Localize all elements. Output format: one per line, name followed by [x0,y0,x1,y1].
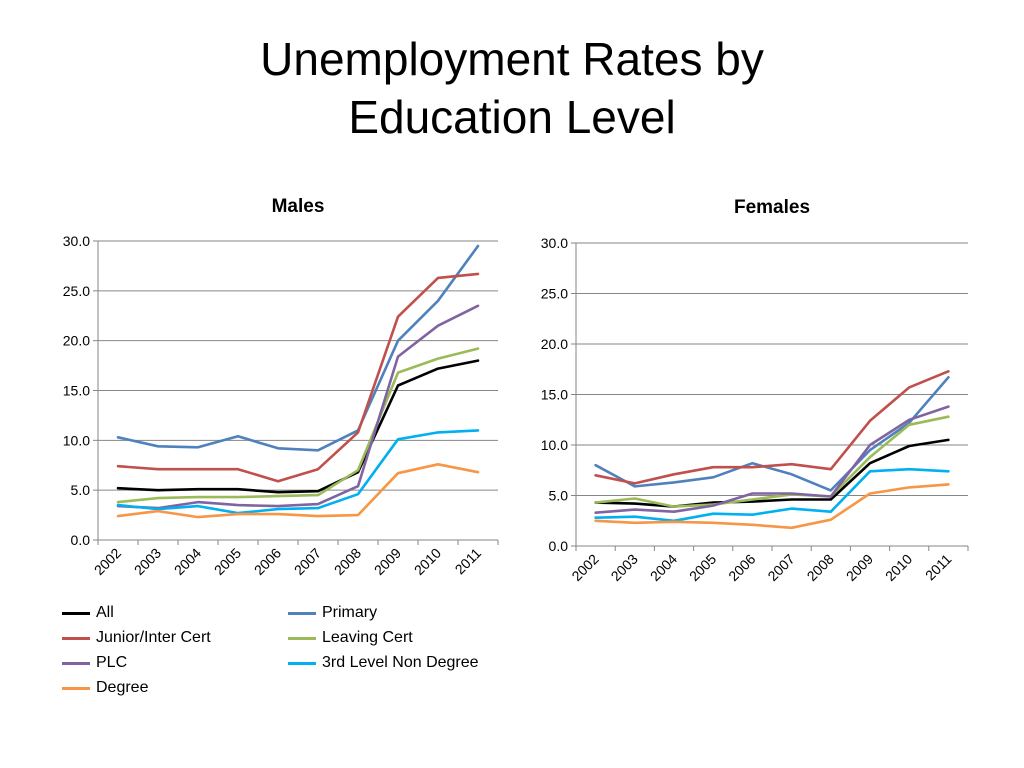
females-x-tick-label: 2007 [764,551,797,584]
legend-label: Degree [96,679,149,696]
males-y-tick-label: 25.0 [63,283,90,299]
males-series-line-junior-inter-cert [116,272,480,483]
females-x-tick-label: 2002 [568,551,601,584]
legend-item-all: All [62,602,288,624]
females-x-tick-label: 2009 [843,551,876,584]
slide-title-line-2: Education Level [348,91,676,143]
legend-label: Primary [322,604,378,621]
males-y-tick-label: 30.0 [63,233,90,249]
legend-label: PLC [96,654,128,671]
males-x-tick-label: 2005 [211,545,244,578]
females-series-line-all [594,438,950,508]
legend-label: 3rd Level Non Degree [322,654,479,671]
legend-label: Leaving Cert [322,629,413,646]
males-series-line-degree [116,462,480,519]
females-y-tick-label: 5.0 [549,488,569,504]
legend-swatch [62,661,90,665]
males-chart-title: Males [272,196,325,217]
males-series-line-primary [116,244,480,452]
legend-item-leaving-cert: Leaving Cert [288,627,532,649]
females-y-tick-label: 20.0 [541,336,568,352]
legend-swatch [288,611,316,615]
males-x-tick-label: 2007 [291,545,324,578]
females-y-tick-label: 10.0 [541,437,568,453]
legend-swatch [288,661,316,665]
legend-item-plc: PLC [62,652,288,674]
males-x-tick-label: 2011 [452,545,485,578]
males-y-tick-label: 5.0 [71,482,91,498]
males-x-tick-label: 2002 [91,545,124,578]
legend-item-junior-inter-cert: Junior/Inter Cert [62,627,288,649]
females-x-tick-label: 2006 [725,551,758,584]
males-x-tick-label: 2009 [371,545,404,578]
legend-label: Junior/Inter Cert [96,629,211,646]
females-y-tick-label: 25.0 [541,286,568,302]
females-x-tick-label: 2008 [804,551,837,584]
females-series-line-degree [594,483,950,530]
females-chart-title: Females [734,197,810,218]
males-series-line-all [116,359,480,494]
males-x-tick-label: 2006 [251,545,284,578]
females-series-line-leaving-cert [594,415,950,508]
legend-swatch [62,686,90,690]
slide-title: Unemployment Rates by Education Level [0,30,1024,146]
legend-item-degree: Degree [62,677,288,699]
slide-title-line-1: Unemployment Rates by [260,33,764,85]
males-x-tick-label: 2008 [331,545,364,578]
females-x-tick-label: 2003 [608,551,641,584]
females-y-tick-label: 15.0 [541,387,568,403]
females-series-line-3rd-level-non-degree [594,467,950,523]
males-y-tick-label: 20.0 [63,333,90,349]
legend-label: All [96,604,114,621]
males-x-tick-label: 2010 [411,545,444,578]
males-series-line-plc [116,304,480,510]
legend-swatch [62,611,90,615]
females-x-tick-label: 2011 [922,551,955,584]
females-series-line-plc [594,405,950,515]
males-y-tick-label: 0.0 [71,532,91,548]
legend-swatch [288,636,316,640]
females-y-tick-label: 30.0 [541,235,568,251]
females-x-tick-label: 2004 [647,551,680,584]
legend-item-primary: Primary [288,602,532,624]
males-y-tick-label: 10.0 [63,432,90,448]
females-y-tick-label: 0.0 [549,538,569,554]
legend-item-3rd-level-non-degree: 3rd Level Non Degree [288,652,532,674]
females-x-tick-label: 2010 [882,551,915,584]
males-y-tick-label: 15.0 [63,383,90,399]
males-series-line-3rd-level-non-degree [116,429,480,515]
females-x-tick-label: 2005 [686,551,719,584]
females-series-line-primary [594,375,950,492]
males-x-tick-label: 2003 [131,545,164,578]
males-x-tick-label: 2004 [171,545,204,578]
legend-swatch [62,636,90,640]
legend: All Primary Junior/Inter Cert Leaving Cert P… [62,602,532,699]
females-series-line-junior-inter-cert [594,369,950,485]
males-series-line-leaving-cert [116,347,480,504]
